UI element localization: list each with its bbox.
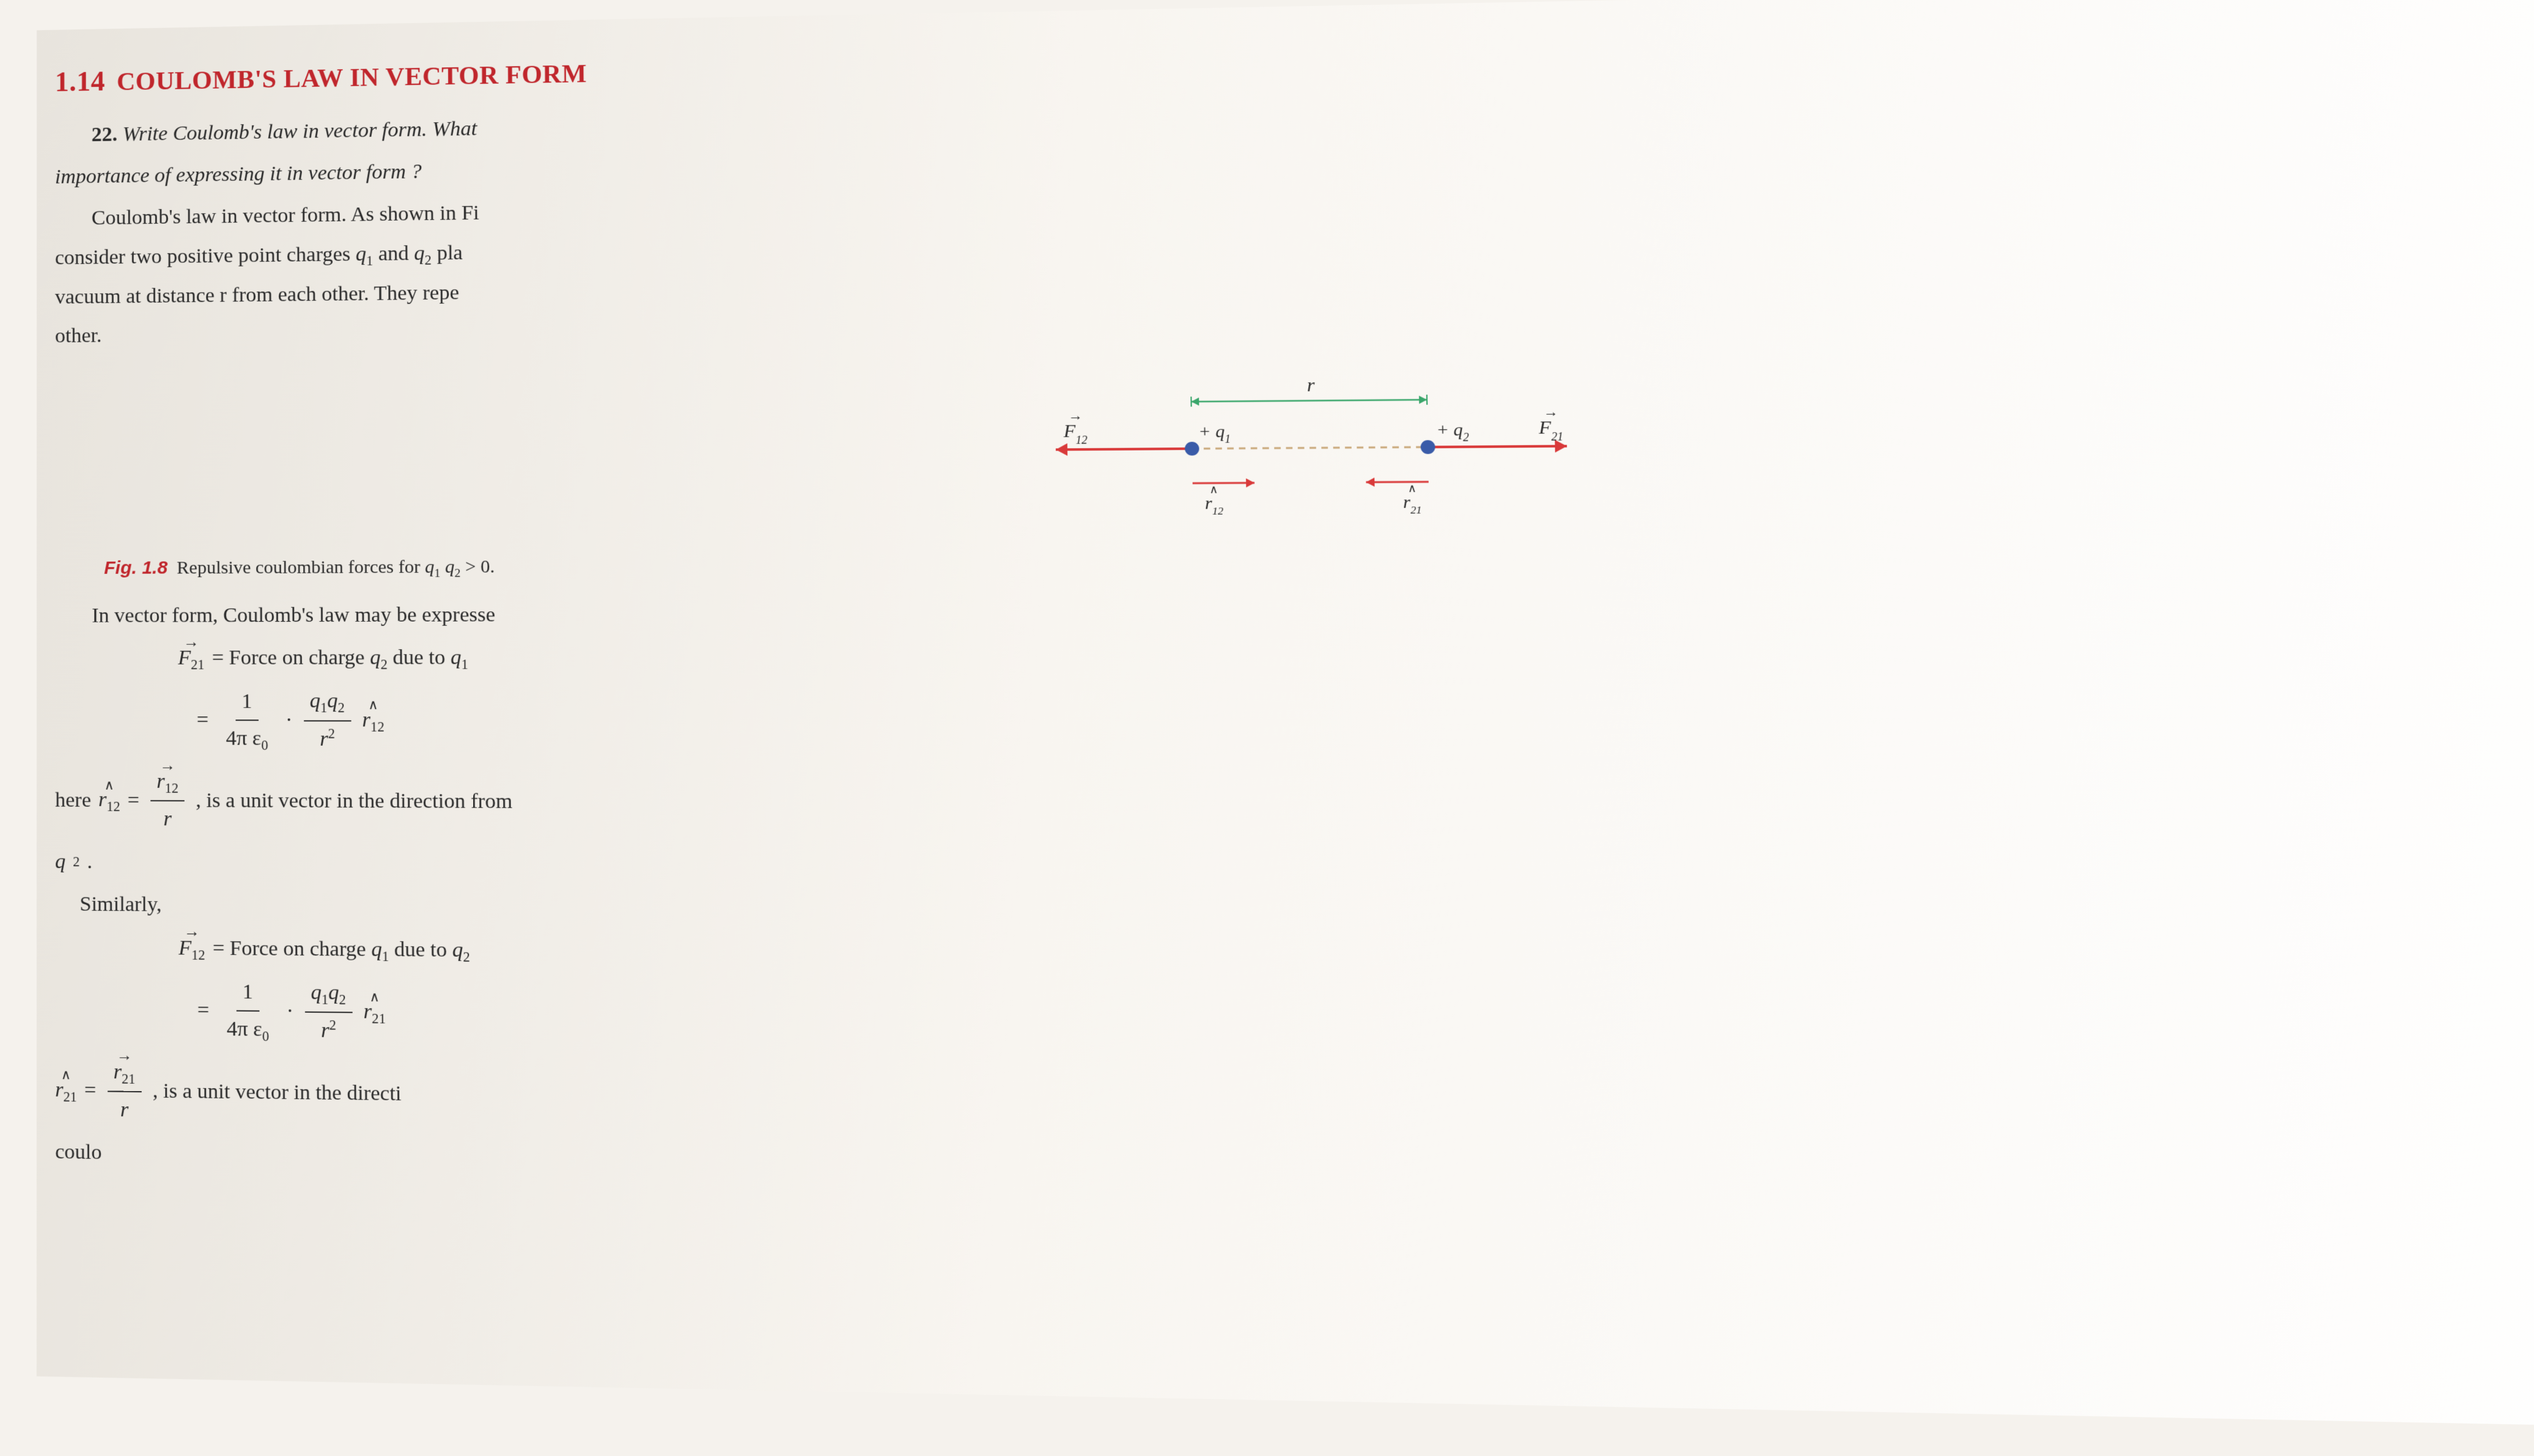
svg-text:F21: F21	[1533, 417, 1558, 443]
line-invector: In vector form, Coulomb's law may be exp…	[92, 592, 2534, 633]
frac-q1q2-r2: q1q2 r2	[303, 685, 351, 756]
frac-r21-r: r21 r	[107, 1055, 141, 1127]
question-text-2: importance of expressing it in vector fo…	[55, 160, 422, 188]
frac-coef-2: 1 4π ε0	[220, 975, 275, 1047]
equals: =	[197, 704, 209, 737]
eq-text: = Force on charge q1 due to q2	[213, 932, 470, 968]
frac-coef: 1 4π ε0	[219, 685, 274, 756]
figure-label: Fig. 1.8	[104, 557, 168, 578]
eq-f12-def: F12 = Force on charge q1 due to q2	[179, 932, 2534, 985]
figure-caption-text-a: Repulsive coulombian forces for	[177, 556, 425, 578]
question-number: 22.	[92, 123, 117, 145]
eq-text: = Force on charge q2 due to q1	[212, 641, 469, 675]
hat-r12-def: r12	[98, 784, 120, 818]
figure-caption: Fig. 1.8 Repulsive coulombian forces for…	[104, 543, 2534, 584]
svg-text:+ q2: + q2	[1432, 419, 1465, 443]
vec-F12: F12	[179, 932, 205, 966]
question-text-1: Write Coulomb's law in vector form. What	[123, 117, 477, 145]
hat-r12: r12	[362, 704, 384, 738]
eq-f21-def: F21 = Force on charge q2 due to q1	[178, 638, 2534, 676]
section-title: COULOMB'S LAW IN VECTOR FORM	[117, 60, 587, 96]
figure-caption-text-b: > 0.	[460, 556, 495, 577]
hat-r21-def: r21	[55, 1073, 77, 1108]
svg-text:r12: r12	[1203, 491, 1222, 515]
section-number: 1.14	[55, 65, 105, 97]
page: 1.14 COULOMB'S LAW IN VECTOR FORM 22. Wr…	[37, 0, 2534, 1428]
eq-f12-formula: = 1 4π ε0 · q1q2 r2 r21	[197, 975, 2534, 1072]
figure-1-8: r+ q1+ q2→F12→F21∧r12∧r21	[1009, 363, 1602, 531]
coulomb-diagram: r+ q1+ q2→F12→F21∧r12∧r21	[1009, 363, 1602, 531]
line-similarly: Similarly,	[79, 888, 2534, 938]
hat-r21: r21	[364, 995, 386, 1030]
frac-q1q2-r2-b: q1q2 r2	[304, 976, 352, 1048]
vec-F21: F21	[178, 642, 204, 675]
line-here-r12: here r12 = r12 r , is a unit vector in t…	[55, 765, 2534, 847]
eq-f21-formula: = 1 4π ε0 · q1q2 r2 r12	[197, 684, 2534, 760]
line-q2-period: q2.	[55, 845, 2534, 892]
equals: =	[197, 994, 210, 1028]
svg-text:r21: r21	[1399, 490, 1418, 514]
frac-r12-r: r12 r	[150, 765, 185, 837]
svg-text:+ q1: + q1	[1196, 421, 1229, 445]
svg-text:r: r	[1304, 375, 1313, 396]
svg-text:F12: F12	[1062, 421, 1086, 446]
